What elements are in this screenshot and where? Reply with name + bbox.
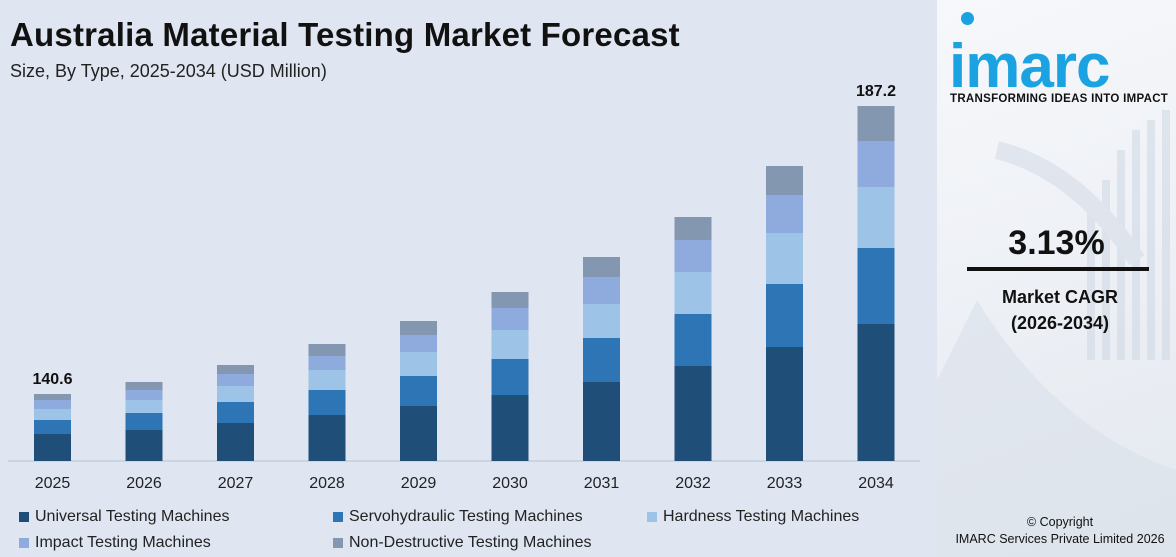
x-tick-label-2025: 2025 <box>35 475 71 492</box>
chart-panel: Australia Material Testing Market Foreca… <box>0 16 937 557</box>
cagr-label-line1: Market CAGR <box>1001 287 1119 307</box>
bar-2030-series-0 <box>491 395 529 461</box>
chart-title: Australia Material Testing Market Foreca… <box>10 16 680 53</box>
legend-label: Servohydraulic Testing Machines <box>349 508 583 525</box>
bar-2033-series-1 <box>766 284 803 347</box>
bar-2028-series-0 <box>308 415 346 461</box>
bar-2028-series-2 <box>308 370 346 390</box>
x-tick-label-2028: 2028 <box>309 475 345 492</box>
bar-2025-series-0 <box>34 434 71 461</box>
bar-2034-series-0 <box>857 324 895 461</box>
bar-2028-series-4 <box>308 344 346 356</box>
bar-2027-series-0 <box>217 423 254 461</box>
bar-2031-series-2 <box>583 304 620 338</box>
bar-2029-series-4 <box>400 321 437 335</box>
copyright-line1: © Copyright <box>1026 515 1094 529</box>
x-tick-label-2031: 2031 <box>584 475 620 492</box>
bar-2030-series-3 <box>491 308 529 330</box>
bar-2033-series-0 <box>766 347 803 461</box>
legend-swatch <box>19 512 29 522</box>
bar-2029-series-0 <box>400 406 437 461</box>
bar-2030-series-1 <box>491 359 529 395</box>
brand-panel: imarc TRANSFORMING IDEAS INTO IMPACT 3.1… <box>937 0 1176 557</box>
logo-dot-icon <box>961 12 974 25</box>
bar-2032-series-3 <box>674 240 712 272</box>
x-tick-label-2034: 2034 <box>858 475 894 492</box>
chart-subtitle: Size, By Type, 2025-2034 (USD Million) <box>10 61 327 81</box>
stacked-bar-chart: 2025 2026 2027 2028 2029 2030 2031 2032 2033 2034… <box>8 83 920 492</box>
bar-2034-series-1 <box>857 248 895 324</box>
bar-2027-series-4 <box>217 365 254 374</box>
bar-2031-series-3 <box>583 277 620 304</box>
bar-2032-series-1 <box>674 314 712 366</box>
legend-swatch <box>19 538 29 548</box>
legend-label: Universal Testing Machines <box>35 508 230 525</box>
legend-item-1: Servohydraulic Testing Machines <box>333 508 583 526</box>
legend-swatch <box>647 512 657 522</box>
bar-2028-series-1 <box>308 390 346 415</box>
bar-2032-series-2 <box>674 272 712 314</box>
bar-2027-series-1 <box>217 402 254 423</box>
chart-legend: Universal Testing Machines Servohydraulic… <box>0 500 937 557</box>
bar-2030-series-2 <box>491 330 529 359</box>
logo-wordmark: imarc <box>949 32 1110 101</box>
bar-2033-series-4 <box>766 166 803 195</box>
legend-swatch <box>333 512 343 522</box>
cagr-divider <box>967 267 1149 271</box>
bar-2026-series-4 <box>125 382 163 390</box>
bar-2026-series-2 <box>125 400 163 413</box>
bar-2025-series-2 <box>34 409 71 420</box>
bar-2032-series-4 <box>674 217 712 240</box>
legend-label: Impact Testing Machines <box>35 534 211 551</box>
bar-2025-series-1 <box>34 420 71 434</box>
legend-item-4: Non-Destructive Testing Machines <box>333 534 591 552</box>
bar-2033-series-3 <box>766 195 803 233</box>
bar-2029-series-1 <box>400 376 437 406</box>
x-tick-label-2026: 2026 <box>126 475 162 492</box>
legend-swatch <box>333 538 343 548</box>
cagr-label-line2: (2026-2034) <box>1010 313 1110 333</box>
x-tick-label-2029: 2029 <box>401 475 437 492</box>
data-label-2034: 187.2 <box>856 83 896 100</box>
legend-item-2: Hardness Testing Machines <box>647 508 859 526</box>
bar-2031-series-4 <box>583 257 620 277</box>
legend-label: Hardness Testing Machines <box>663 508 860 525</box>
bar-2034-series-2 <box>857 187 895 248</box>
x-tick-label-2033: 2033 <box>767 475 803 492</box>
copyright-line2: IMARC Services Private Limited 2026 <box>955 532 1165 546</box>
copyright-notice: © Copyright IMARC Services Private Limit… <box>937 514 1176 548</box>
bar-2026-series-3 <box>125 390 163 400</box>
x-tick-label-2030: 2030 <box>492 475 528 492</box>
bar-2034-series-3 <box>857 141 895 187</box>
bar-2034-series-4 <box>857 106 895 141</box>
data-label-2025: 140.6 <box>32 371 72 388</box>
legend-item-3: Impact Testing Machines <box>19 534 211 552</box>
bar-2027-series-3 <box>217 374 254 386</box>
bar-2031-series-1 <box>583 338 620 382</box>
brand-tagline: TRANSFORMING IDEAS INTO IMPACT <box>950 93 1169 105</box>
bar-2025-series-4 <box>34 394 71 400</box>
bar-2027-series-2 <box>217 386 254 402</box>
cagr-value: 3.13% <box>1008 224 1105 262</box>
bar-2033-series-2 <box>766 233 803 284</box>
bar-2029-series-2 <box>400 352 437 376</box>
bar-2026-series-1 <box>125 413 163 430</box>
bar-2028-series-3 <box>308 356 346 370</box>
x-tick-label-2027: 2027 <box>218 475 254 492</box>
bar-2032-series-0 <box>674 366 712 461</box>
x-tick-label-2032: 2032 <box>675 475 711 492</box>
bar-2025-series-3 <box>34 400 71 409</box>
legend-item-0: Universal Testing Machines <box>19 508 229 526</box>
bar-2029-series-3 <box>400 335 437 352</box>
cagr-label: Market CAGR (2026-2034) <box>937 284 1176 336</box>
legend-label: Non-Destructive Testing Machines <box>349 534 592 551</box>
bar-2031-series-0 <box>583 382 620 461</box>
bar-2030-series-4 <box>491 292 529 308</box>
bar-2026-series-0 <box>125 430 163 461</box>
